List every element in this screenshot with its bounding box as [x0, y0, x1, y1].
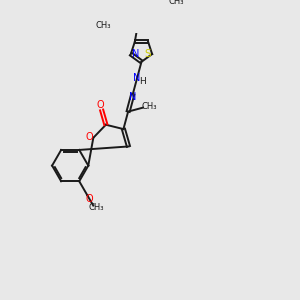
Text: CH₃: CH₃	[95, 21, 111, 30]
Text: CH₃: CH₃	[141, 102, 157, 111]
Text: N: N	[133, 74, 141, 83]
Text: CH₃: CH₃	[89, 203, 104, 212]
Text: O: O	[86, 194, 94, 204]
Text: N: N	[129, 92, 136, 102]
Text: H: H	[140, 77, 146, 86]
Text: O: O	[97, 100, 104, 110]
Text: S: S	[144, 49, 151, 59]
Text: CH₃: CH₃	[169, 0, 184, 6]
Text: N: N	[132, 49, 139, 59]
Text: O: O	[85, 132, 93, 142]
